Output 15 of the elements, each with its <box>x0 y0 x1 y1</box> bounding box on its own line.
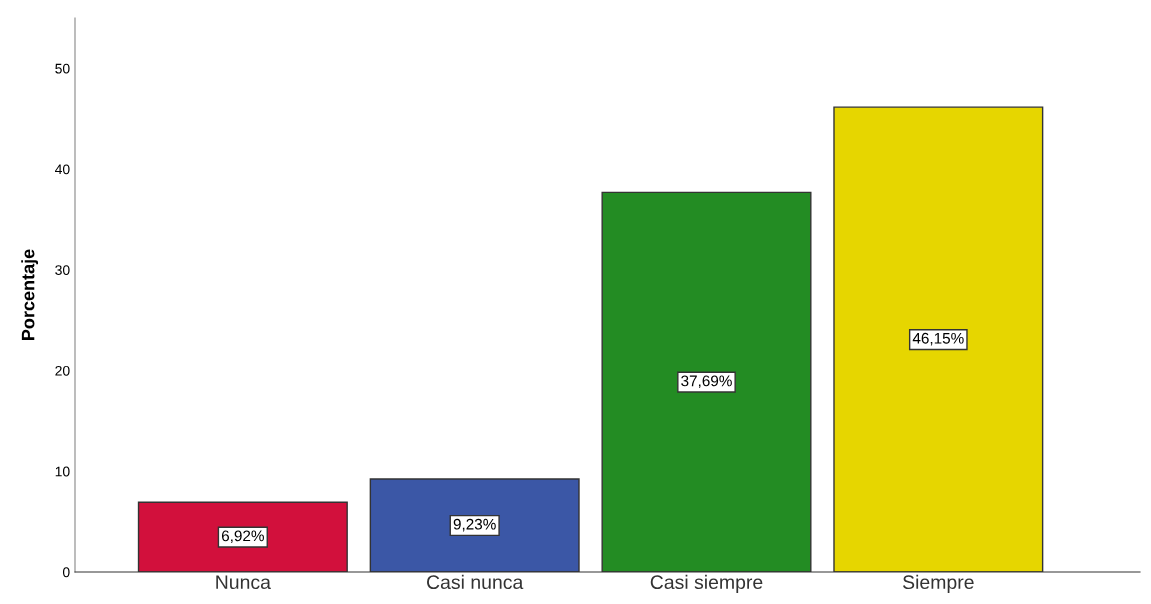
x-tick-label: Siempre <box>903 574 974 593</box>
data-label: 9,23% <box>453 518 496 532</box>
data-label: 46,15% <box>912 332 964 346</box>
data-label: 37,69% <box>681 375 732 389</box>
data-label: 6,92% <box>221 530 264 544</box>
x-tick-label: Casi siempre <box>650 574 763 593</box>
y-tick-label: 50 <box>55 63 70 74</box>
y-tick-label: 10 <box>55 466 70 477</box>
x-tick-label: Nunca <box>216 575 271 590</box>
y-tick-label: 30 <box>55 265 70 275</box>
y-axis-title: Porcentaje <box>21 249 39 340</box>
y-tick-label: 40 <box>55 164 70 175</box>
y-tick-label: 0 <box>62 567 70 578</box>
y-tick-label: 20 <box>55 365 70 376</box>
x-tick-label: Casi nunca <box>427 574 524 590</box>
